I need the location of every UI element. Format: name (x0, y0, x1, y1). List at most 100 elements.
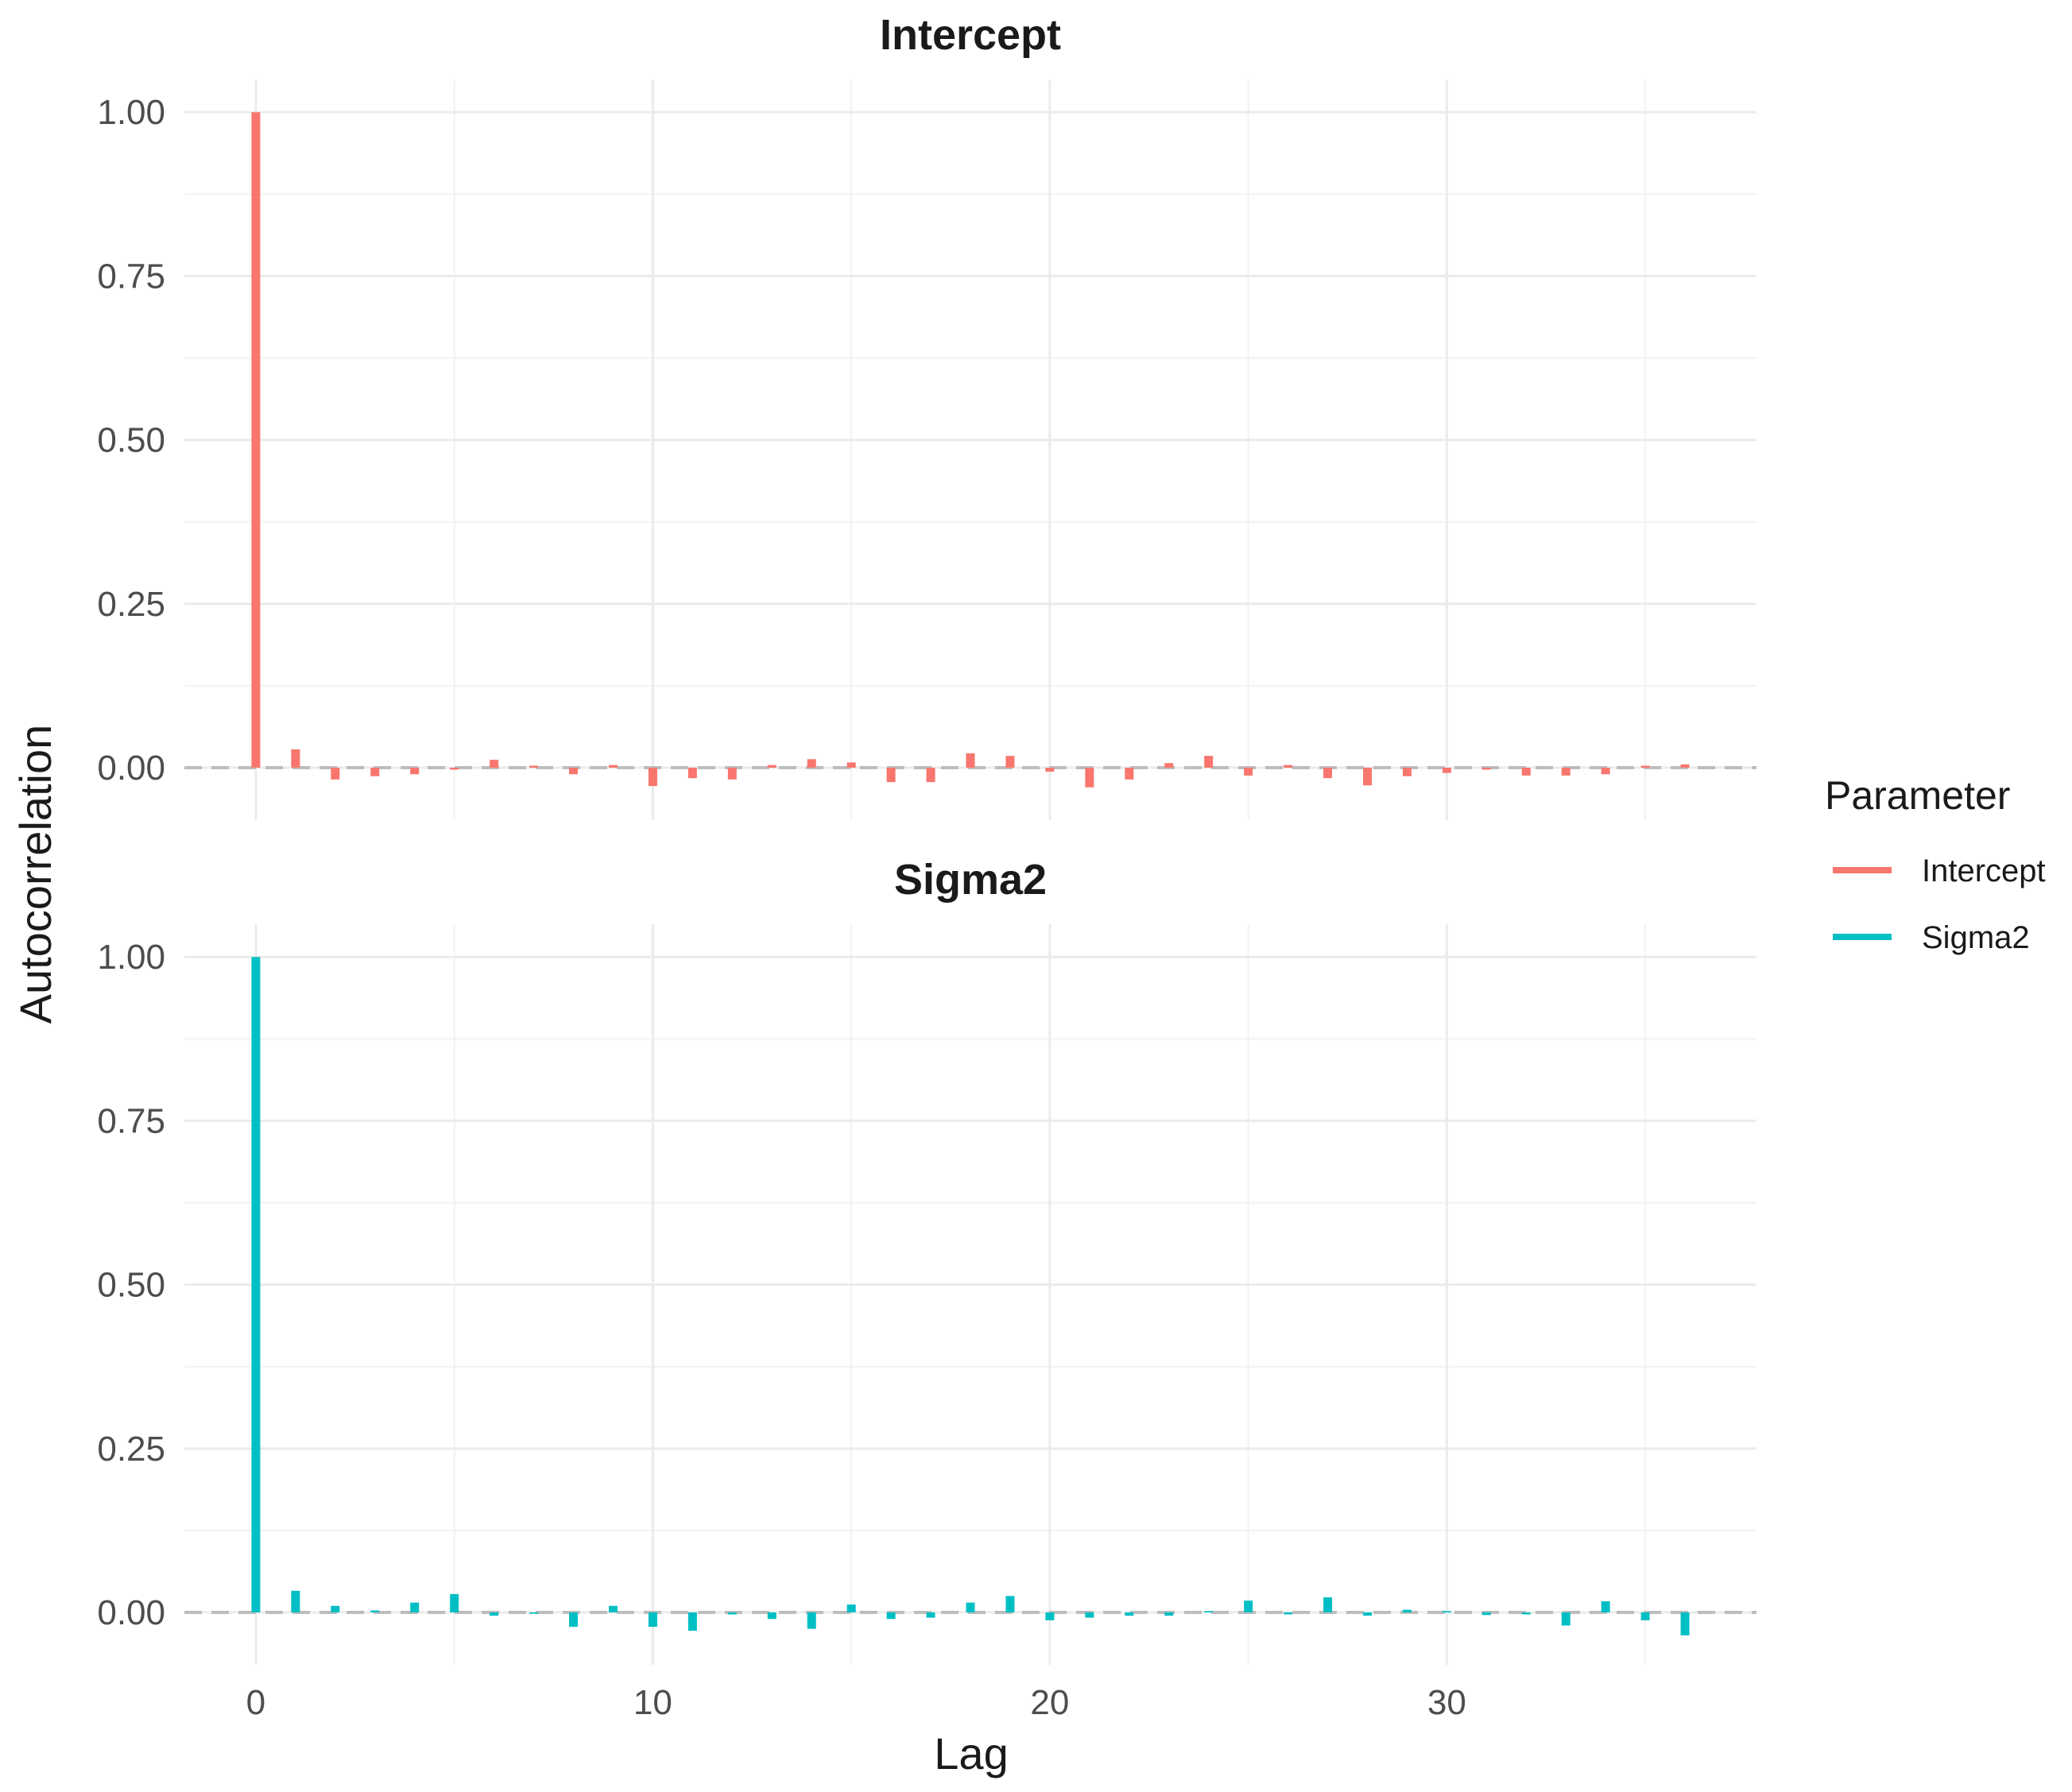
acf-bar-lag-15 (846, 762, 856, 768)
acf-bar-lag-16 (886, 768, 896, 783)
legend-title: Parameter (1825, 773, 2010, 818)
facets-layer: 0.00 0.25 0.50 0.75 1.00 Intercept 0.00 0.25 0.5… (97, 11, 1756, 1722)
legend-entries: Intercept Sigma2 (1833, 853, 2046, 955)
y-tick-label: 0.75 (97, 1101, 165, 1140)
acf-bar-lag-6 (490, 1612, 499, 1616)
acf-bar-lag-31 (1481, 1612, 1491, 1616)
acf-bar-lag-22 (1125, 1612, 1134, 1616)
facet-title: Intercept (880, 11, 1061, 59)
acf-bar-lag-34 (1601, 768, 1610, 775)
acf-bar-lag-25 (1244, 1600, 1253, 1613)
acf-bar-lag-23 (1164, 1612, 1174, 1616)
legend-label-intercept: Intercept (1922, 853, 2046, 888)
acf-bar-lag-13 (767, 1612, 777, 1620)
acf-bar-lag-18 (966, 753, 975, 768)
acf-bar-lag-29 (1402, 768, 1412, 776)
y-tick-label: 0.00 (97, 1593, 165, 1632)
acf-bar-lag-33 (1561, 768, 1570, 776)
acf-bar-lag-28 (1362, 768, 1372, 786)
acf-bar-lag-6 (490, 760, 499, 768)
y-tick-label: 0.00 (97, 749, 165, 788)
acf-bar-lag-36 (1680, 764, 1690, 768)
acf-bar-lag-27 (1323, 768, 1333, 779)
acf-bar-lag-4 (410, 768, 420, 775)
acf-bar-lag-20 (1045, 768, 1055, 772)
acf-bar-lag-31 (1481, 768, 1491, 770)
acf-bar-lag-28 (1362, 1612, 1372, 1616)
acf-bar-lag-8 (569, 1612, 579, 1628)
acf-bar-lag-30 (1442, 1611, 1451, 1613)
acf-bar-lag-5 (450, 1593, 459, 1613)
acf-bar-lag-3 (370, 768, 380, 776)
y-tick-label: 0.75 (97, 257, 165, 296)
acf-bar-lag-17 (926, 768, 935, 783)
acf-bar-lag-14 (807, 1612, 816, 1629)
acf-bar-lag-30 (1442, 768, 1451, 773)
acf-bar-lag-16 (886, 1612, 896, 1620)
acf-bar-lag-35 (1640, 1612, 1650, 1620)
acf-bar-lag-13 (767, 764, 777, 768)
acf-bar-lag-21 (1085, 768, 1094, 788)
acf-bar-lag-2 (331, 1605, 340, 1613)
acf-bar-lag-26 (1284, 764, 1293, 768)
x-tick-label: 20 (1030, 1683, 1069, 1722)
acf-bar-lag-35 (1640, 765, 1650, 768)
acf-bar-lag-27 (1323, 1597, 1333, 1613)
acf-bar-lag-1 (291, 1590, 300, 1613)
acf-bar-lag-11 (687, 768, 697, 779)
x-axis-title: Lag (934, 1728, 1008, 1778)
facet-title: Sigma2 (894, 856, 1047, 904)
acf-bar-lag-7 (529, 1612, 539, 1614)
acf-bar-lag-9 (608, 1605, 618, 1613)
acf-bar-lag-10 (648, 1612, 657, 1628)
acf-bar-lag-7 (529, 765, 539, 768)
acf-bar-lag-12 (727, 768, 737, 780)
acf-bar-lag-29 (1402, 1609, 1412, 1613)
y-tick-label: 0.50 (97, 1266, 165, 1305)
acf-bar-lag-24 (1204, 1611, 1214, 1613)
acf-bar-lag-0 (251, 112, 261, 768)
y-tick-label: 1.00 (97, 938, 165, 977)
acf-bar-lag-4 (410, 1602, 420, 1613)
acf-bar-lag-19 (1005, 756, 1015, 768)
acf-bar-lag-32 (1521, 768, 1531, 776)
legend: Parameter Intercept Sigma2 (1825, 773, 2046, 955)
facet-panel-sigma2: 0.00 0.25 0.50 0.75 1.00 Sigma2 (97, 856, 1756, 1665)
acf-bar-lag-12 (727, 1612, 737, 1615)
acf-bar-lag-23 (1164, 763, 1174, 768)
acf-bar-lag-36 (1680, 1612, 1690, 1635)
acf-bar-lag-19 (1005, 1596, 1015, 1613)
acf-bar-lag-18 (966, 1602, 975, 1613)
x-tick-label: 0 (246, 1683, 265, 1722)
acf-bar-lag-21 (1085, 1612, 1094, 1618)
acf-bar-lag-17 (926, 1612, 935, 1618)
acf-bar-lag-9 (608, 764, 618, 768)
y-tick-label: 0.25 (97, 585, 165, 624)
y-tick-label: 1.00 (97, 93, 165, 132)
acf-bar-lag-1 (291, 749, 300, 768)
acf-bar-lag-22 (1125, 768, 1134, 780)
acf-bar-lag-34 (1601, 1600, 1610, 1613)
y-tick-label: 0.50 (97, 421, 165, 460)
acf-bar-lag-11 (687, 1612, 697, 1631)
acf-bar-lag-14 (807, 759, 816, 768)
y-axis-title: Autocorrelation (10, 725, 60, 1024)
acf-bar-lag-33 (1561, 1612, 1570, 1626)
acf-bar-lag-15 (846, 1604, 856, 1613)
y-tick-label: 0.25 (97, 1430, 165, 1469)
legend-label-sigma2: Sigma2 (1922, 920, 2030, 955)
facet-panel-intercept: 0.00 0.25 0.50 0.75 1.00 Intercept (97, 11, 1756, 820)
acf-bar-lag-10 (648, 768, 657, 787)
acf-bar-lag-24 (1204, 756, 1214, 768)
x-tick-label: 30 (1427, 1683, 1466, 1722)
acf-bar-lag-0 (251, 957, 261, 1613)
acf-bar-lag-3 (370, 1610, 380, 1613)
acf-bar-lag-26 (1284, 1612, 1293, 1615)
acf-bar-lag-20 (1045, 1612, 1055, 1620)
acf-bar-lag-8 (569, 768, 579, 775)
acf-bar-lag-25 (1244, 768, 1253, 776)
x-tick-label: 10 (633, 1683, 672, 1722)
acf-bar-lag-2 (331, 768, 340, 780)
